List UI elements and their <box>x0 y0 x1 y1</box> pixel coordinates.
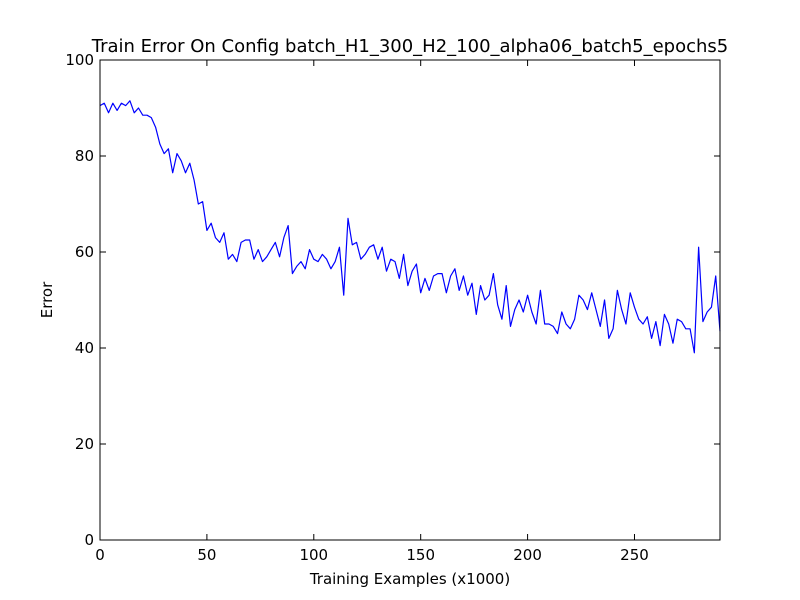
series-line <box>99 100 721 354</box>
y-axis-label: Error <box>38 281 56 318</box>
axis-ticks: 0 50 100 150 200 250 0 20 40 60 80 100 <box>65 51 720 564</box>
chart-title: Train Error On Config batch_H1_300_H2_10… <box>91 36 729 57</box>
plot-frame <box>99 59 721 541</box>
x-tick-label: 200 <box>513 546 542 564</box>
x-tick-label: 150 <box>406 546 435 564</box>
x-axis-label: Training Examples (x1000) <box>309 570 510 588</box>
y-tick-label: 20 <box>75 435 94 453</box>
x-tick-label: 100 <box>299 546 328 564</box>
y-tick-label: 80 <box>75 147 94 165</box>
x-tick-label: 50 <box>197 546 216 564</box>
x-tick-label: 250 <box>620 546 649 564</box>
y-tick-label: 60 <box>75 243 94 261</box>
x-tick-label: 0 <box>95 546 105 564</box>
y-tick-label: 40 <box>75 339 94 357</box>
y-tick-label: 100 <box>65 51 94 69</box>
y-tick-label: 0 <box>84 531 94 549</box>
